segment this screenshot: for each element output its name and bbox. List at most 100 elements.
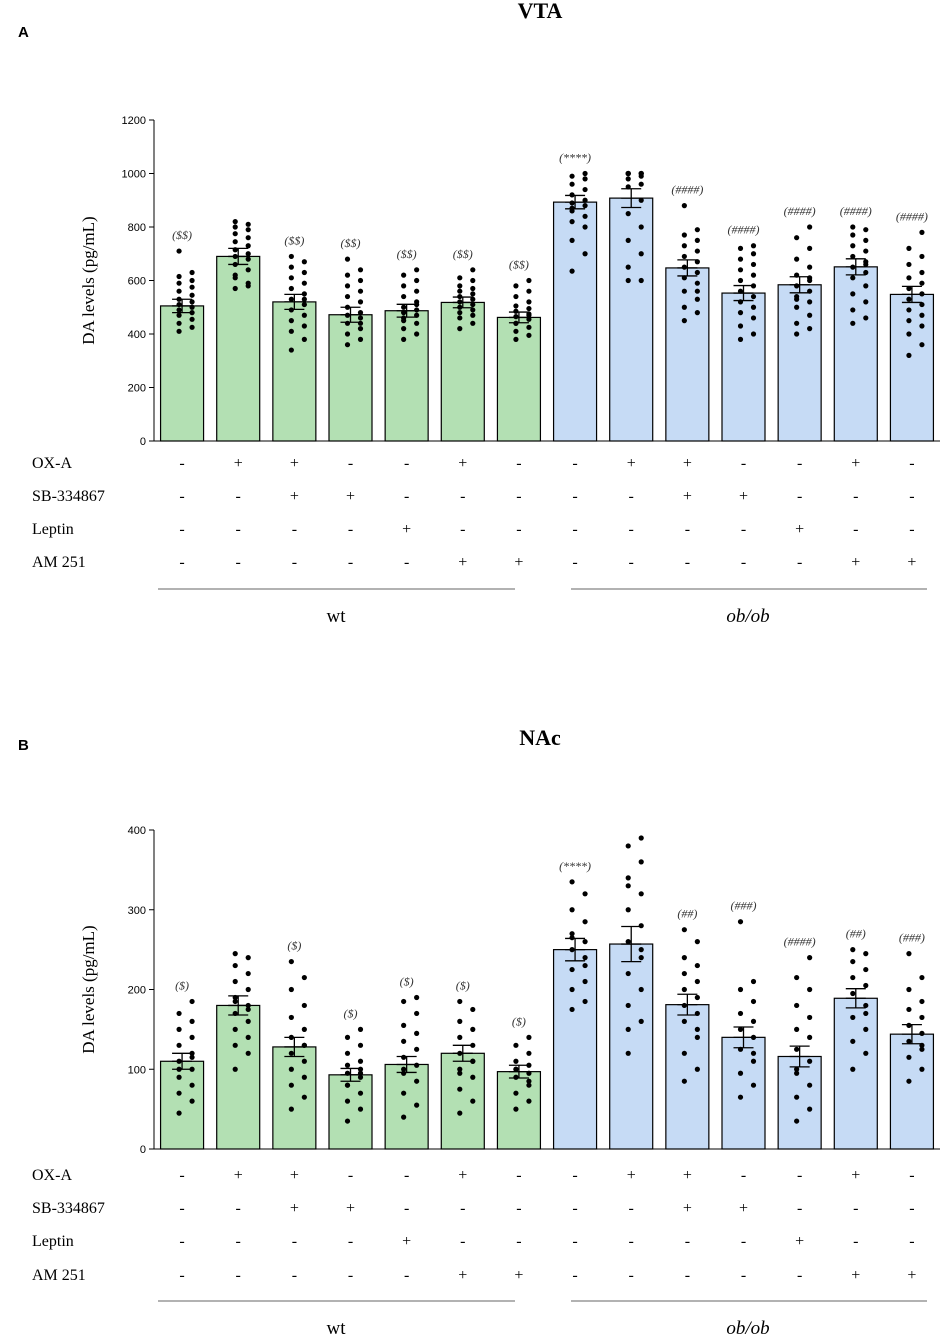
condition-sign: - <box>629 521 634 538</box>
condition-sign: + <box>290 455 299 472</box>
data-point <box>189 1018 195 1024</box>
condition-sign: - <box>460 521 465 538</box>
data-point <box>681 1002 687 1009</box>
data-point <box>513 1042 519 1048</box>
data-point <box>737 336 744 342</box>
bar <box>665 267 710 442</box>
data-point <box>189 292 195 298</box>
data-point <box>288 986 294 993</box>
data-point <box>288 296 294 302</box>
data-point <box>526 324 532 330</box>
data-point <box>301 312 307 318</box>
condition-sign: - <box>179 1233 184 1250</box>
data-point <box>582 186 588 193</box>
significance-annotation: (##) <box>677 907 697 921</box>
condition-sign: - <box>909 1233 914 1250</box>
condition-sign: - <box>516 1200 521 1217</box>
data-point <box>569 879 575 885</box>
group-label-wt: wt <box>327 606 347 627</box>
condition-sign: - <box>629 1200 634 1217</box>
data-point <box>457 310 463 316</box>
data-point <box>344 342 351 348</box>
data-point <box>301 259 307 265</box>
data-point <box>232 998 238 1005</box>
data-point <box>189 324 195 330</box>
data-point <box>737 919 744 925</box>
data-point <box>344 1062 351 1068</box>
data-point <box>638 170 644 177</box>
significance-annotation: ($$) <box>341 236 361 250</box>
data-point <box>526 1034 532 1040</box>
condition-sign: - <box>348 1167 353 1184</box>
data-point <box>357 1042 364 1048</box>
y-tick-label: 0 <box>140 1144 146 1156</box>
data-point <box>401 318 407 324</box>
condition-sign: - <box>236 1233 241 1250</box>
data-point <box>344 256 351 262</box>
panel-b: B NAc DA levels (pg/mL) 0 100 200 300 400 ($) ($)… <box>18 725 940 1339</box>
condition-sign: - <box>348 554 353 571</box>
bar <box>216 1004 261 1150</box>
data-point <box>344 1118 351 1124</box>
condition-sign: - <box>179 554 184 571</box>
data-point <box>344 1098 351 1104</box>
condition-sign: + <box>458 554 467 571</box>
data-point <box>189 277 195 284</box>
condition-sign: - <box>236 1267 241 1284</box>
condition-label: OX-A <box>32 455 72 472</box>
condition-sign: - <box>404 554 409 571</box>
data-point <box>906 318 912 324</box>
data-point <box>850 224 856 230</box>
condition-sign: + <box>739 1200 748 1217</box>
data-point <box>457 315 463 321</box>
data-point <box>681 318 687 324</box>
condition-sign: + <box>739 488 748 505</box>
data-point <box>906 275 912 281</box>
data-point <box>401 293 407 300</box>
data-point <box>694 296 700 302</box>
condition-sign: + <box>458 1167 467 1184</box>
data-point <box>245 1050 251 1056</box>
data-point <box>344 293 351 300</box>
data-point <box>863 1002 869 1009</box>
data-point <box>176 1090 182 1096</box>
condition-sign: - <box>516 455 521 472</box>
bar <box>384 1063 429 1150</box>
data-point <box>850 291 856 297</box>
data-point <box>176 1042 182 1048</box>
condition-sign: - <box>909 521 914 538</box>
condition-sign: - <box>572 1233 577 1250</box>
condition-sign: + <box>851 554 860 571</box>
data-point <box>625 907 631 913</box>
bar <box>328 314 373 442</box>
bar <box>665 1004 710 1150</box>
data-point <box>794 1046 800 1052</box>
data-point <box>245 227 251 233</box>
condition-sign: + <box>683 488 692 505</box>
data-point <box>638 891 644 897</box>
data-point <box>288 1106 294 1112</box>
condition-sign: - <box>909 455 914 472</box>
condition-sign: + <box>234 1167 243 1184</box>
data-point <box>414 267 420 273</box>
data-point <box>470 1006 476 1013</box>
data-point <box>288 318 294 324</box>
significance-annotation: (###) <box>731 899 757 913</box>
data-point <box>288 328 294 334</box>
data-point <box>794 1026 800 1032</box>
y-tick-label: 100 <box>128 1064 146 1076</box>
data-point <box>681 243 687 249</box>
data-point <box>681 1050 687 1056</box>
data-point <box>470 1026 476 1032</box>
data-point <box>357 1026 364 1032</box>
bar <box>440 1052 485 1150</box>
data-point <box>245 986 251 993</box>
data-point <box>189 316 195 322</box>
y-tick-label: 200 <box>128 985 146 997</box>
data-point <box>513 1106 519 1112</box>
condition-sign: - <box>348 455 353 472</box>
data-point <box>357 1058 364 1064</box>
data-point <box>245 1006 251 1013</box>
data-point <box>232 978 238 985</box>
data-point <box>750 1082 757 1088</box>
